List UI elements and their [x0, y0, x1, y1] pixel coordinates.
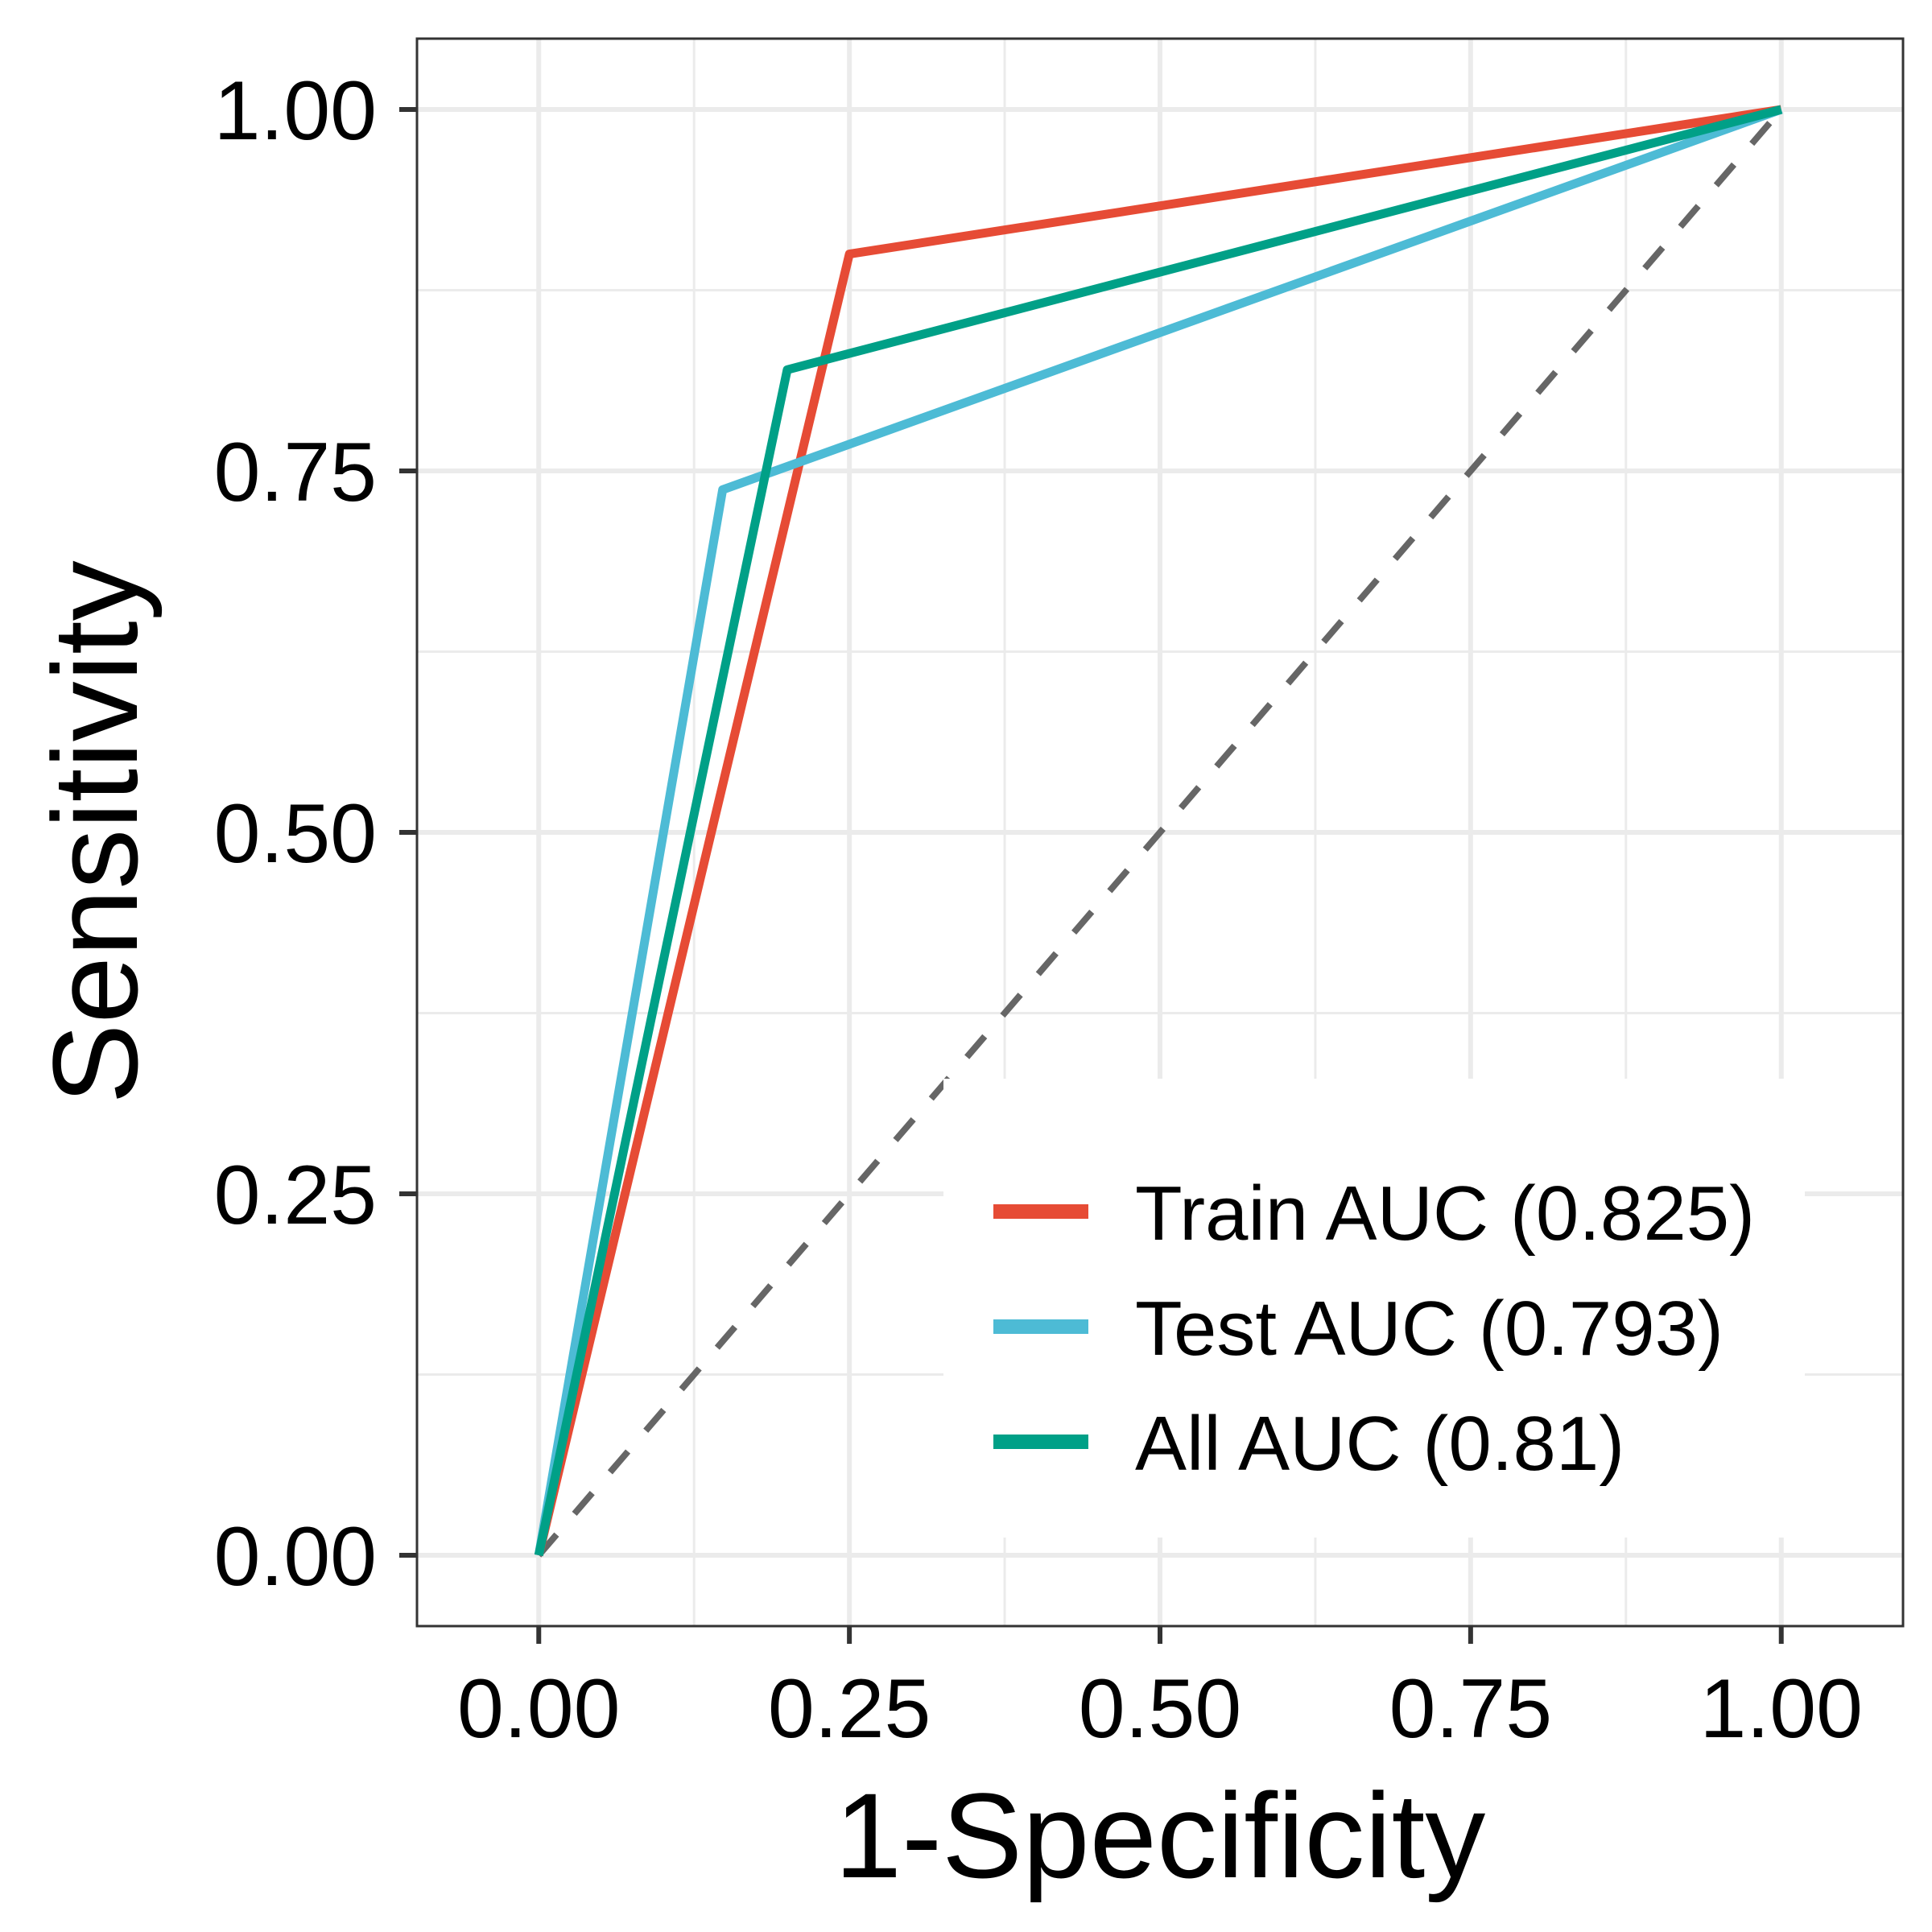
x-axis-title: 1-Specificity: [835, 1768, 1486, 1903]
legend-label-1: Train AUC (0.825): [1135, 1170, 1755, 1257]
legend-background: [943, 1079, 1805, 1538]
x-tick-label: 0.75: [1389, 1662, 1552, 1756]
y-axis-title: Sensitivity: [27, 560, 163, 1104]
y-tick-label: 0.75: [214, 426, 377, 519]
y-axis: 0.00 0.25 0.50 0.75 1.00: [214, 64, 417, 1604]
x-tick-label: 0.50: [1079, 1662, 1241, 1756]
y-tick-label: 0.50: [214, 787, 377, 881]
legend: Train AUC (0.825) Test AUC (0.793) All AUC…: [993, 1170, 1755, 1487]
series-lines: [534, 105, 1783, 1557]
x-tick-label: 0.00: [457, 1662, 620, 1756]
series-line-3: [534, 105, 1783, 1557]
x-tick-label: 1.00: [1700, 1662, 1863, 1756]
x-tick-label: 0.25: [768, 1662, 931, 1756]
y-tick-label: 0.00: [214, 1510, 377, 1604]
legend-label-2: Test AUC (0.793): [1135, 1286, 1724, 1372]
reference-diagonal: [536, 107, 1784, 1558]
legend-label-3: All AUC (0.81): [1135, 1401, 1624, 1487]
series-line-1: [534, 105, 1782, 1557]
series-line-2: [534, 105, 1783, 1556]
reference-line: [536, 107, 1784, 1558]
x-axis: 0.00 0.25 0.50 0.75 1.00: [457, 1626, 1863, 1756]
y-tick-label: 0.25: [214, 1149, 377, 1242]
y-tick-label: 1.00: [214, 64, 377, 158]
